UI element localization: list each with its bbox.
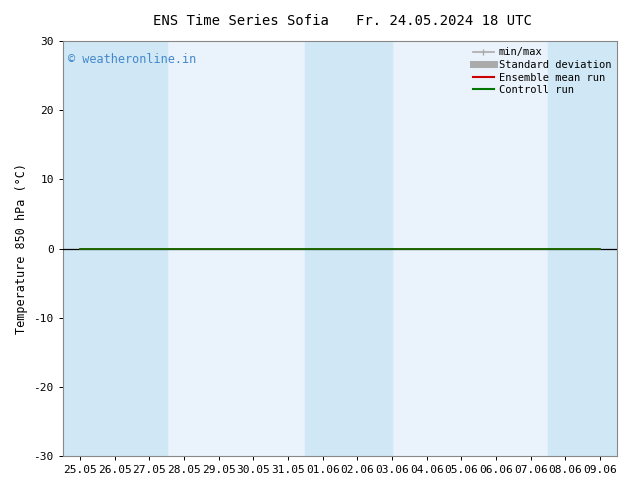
Text: ENS Time Series Sofia: ENS Time Series Sofia [153,14,329,28]
Text: © weatheronline.in: © weatheronline.in [68,53,197,67]
Text: Fr. 24.05.2024 18 UTC: Fr. 24.05.2024 18 UTC [356,14,532,28]
Legend: min/max, Standard deviation, Ensemble mean run, Controll run: min/max, Standard deviation, Ensemble me… [469,43,616,99]
Bar [548,41,618,456]
Bar [63,41,167,456]
Bar [306,41,392,456]
Y-axis label: Temperature 850 hPa (°C): Temperature 850 hPa (°C) [15,163,28,334]
